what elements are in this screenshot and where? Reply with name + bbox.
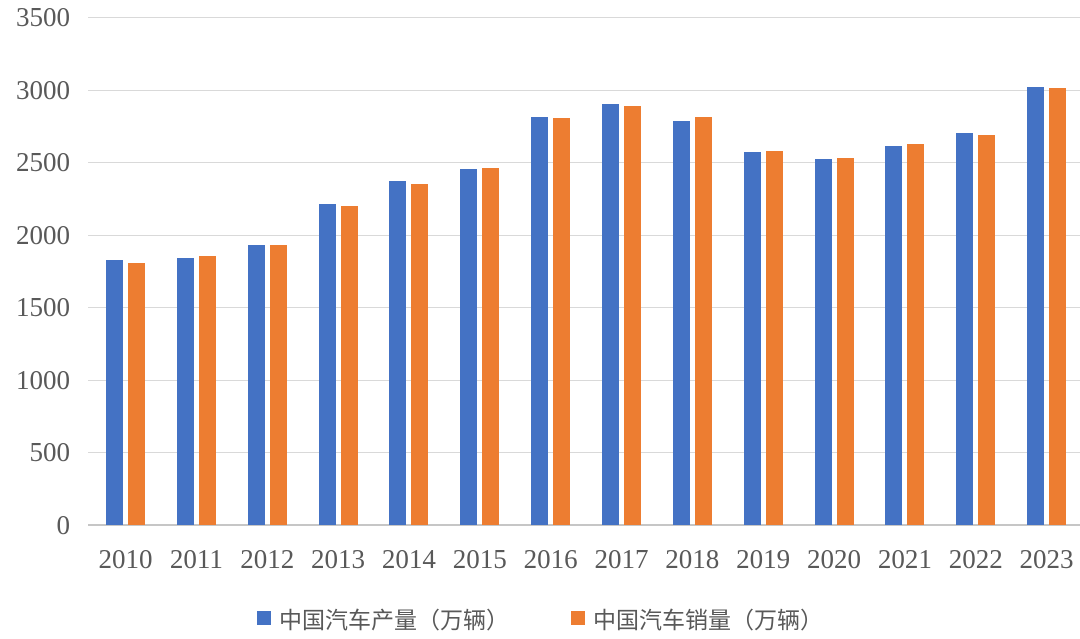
y-tick-label: 1000 bbox=[16, 364, 70, 395]
x-tick-label: 2022 bbox=[948, 544, 1003, 574]
gridline bbox=[88, 452, 1080, 454]
gridline bbox=[88, 307, 1080, 309]
gridline bbox=[88, 162, 1080, 164]
bar-production-2017 bbox=[601, 103, 619, 525]
gridline bbox=[88, 379, 1080, 381]
y-tick-label: 2000 bbox=[16, 219, 70, 250]
bar-sales-2018 bbox=[694, 117, 712, 525]
x-tick-label: 2023 bbox=[1019, 544, 1074, 574]
plot-area bbox=[88, 17, 1080, 526]
x-tick-label: 2021 bbox=[877, 544, 932, 574]
bar-production-2018 bbox=[672, 121, 690, 525]
y-tick-label: 0 bbox=[56, 510, 71, 540]
legend-swatch-icon bbox=[257, 611, 271, 625]
bar-production-2016 bbox=[531, 116, 549, 525]
bar-production-2015 bbox=[460, 169, 478, 525]
x-tick-label: 2019 bbox=[736, 544, 791, 574]
y-tick-label: 500 bbox=[29, 437, 71, 468]
legend-item-production: 中国汽车产量（万辆） bbox=[257, 601, 509, 635]
bar-sales-2023 bbox=[1049, 88, 1067, 525]
bar-sales-2016 bbox=[553, 118, 571, 525]
bar-production-2011 bbox=[176, 257, 194, 525]
x-tick-label: 2010 bbox=[98, 544, 153, 574]
bar-sales-2022 bbox=[978, 135, 996, 525]
bar-production-2013 bbox=[318, 203, 336, 525]
legend-label: 中国汽车销量（万辆） bbox=[593, 608, 823, 633]
x-axis-line bbox=[88, 524, 1080, 526]
x-tick-label: 2013 bbox=[311, 544, 366, 574]
bar-sales-2015 bbox=[482, 167, 500, 525]
bar-production-2023 bbox=[1027, 87, 1045, 525]
bar-sales-2021 bbox=[907, 143, 925, 525]
bar-sales-2010 bbox=[128, 262, 145, 525]
legend-item-sales: 中国汽车销量（万辆） bbox=[571, 601, 823, 635]
bar-sales-2020 bbox=[836, 157, 854, 525]
x-tick-label: 2016 bbox=[523, 544, 578, 574]
y-tick-label: 2500 bbox=[16, 147, 70, 178]
y-tick-label: 3500 bbox=[16, 2, 70, 32]
y-tick-label: 3000 bbox=[16, 74, 70, 105]
bar-production-2010 bbox=[106, 259, 123, 525]
x-tick-label: 2017 bbox=[594, 544, 649, 574]
legend: 中国汽车产量（万辆） 中国汽车销量（万辆） bbox=[0, 602, 1080, 634]
bar-production-2022 bbox=[956, 132, 974, 525]
bar-production-2012 bbox=[247, 245, 265, 525]
bar-sales-2017 bbox=[623, 105, 641, 525]
bar-production-2021 bbox=[885, 146, 903, 525]
bar-sales-2011 bbox=[198, 256, 216, 525]
x-tick-label: 2012 bbox=[240, 544, 295, 574]
bar-sales-2014 bbox=[411, 184, 429, 525]
gridline bbox=[88, 89, 1080, 91]
gridline bbox=[88, 234, 1080, 236]
bar-production-2014 bbox=[389, 180, 407, 525]
x-tick-label: 2015 bbox=[452, 544, 507, 574]
x-tick-label: 2011 bbox=[169, 544, 223, 574]
x-tick-label: 2014 bbox=[381, 544, 436, 574]
legend-swatch-icon bbox=[571, 611, 585, 625]
bar-sales-2013 bbox=[340, 205, 358, 525]
bar-sales-2012 bbox=[269, 244, 287, 525]
y-tick-label: 1500 bbox=[16, 292, 70, 323]
bar-production-2020 bbox=[814, 158, 832, 525]
legend-label: 中国汽车产量（万辆） bbox=[279, 608, 509, 633]
x-tick-label: 2018 bbox=[665, 544, 720, 574]
gridline bbox=[88, 17, 1080, 18]
bar-production-2019 bbox=[743, 151, 761, 525]
bar-sales-2019 bbox=[765, 150, 783, 525]
x-tick-label: 2020 bbox=[807, 544, 861, 574]
